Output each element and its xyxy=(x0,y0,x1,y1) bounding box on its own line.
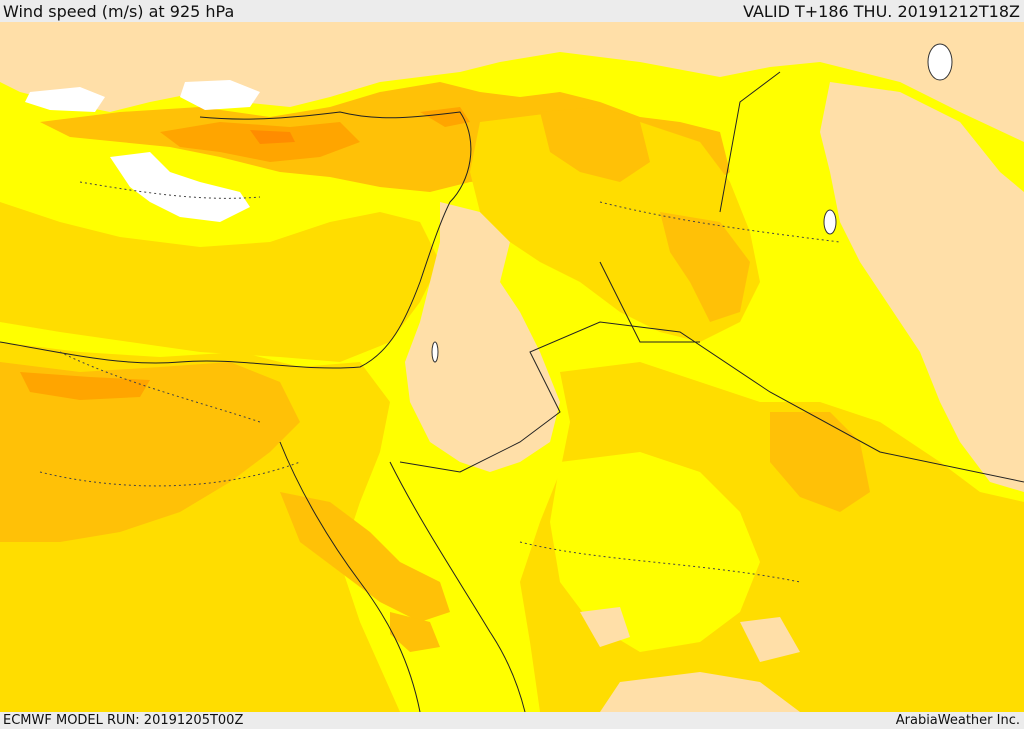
calm-land-patch xyxy=(580,607,630,647)
map-header: Wind speed (m/s) at 925 hPa VALID T+186 … xyxy=(0,0,1024,22)
international-border-2 xyxy=(599,261,700,343)
levant-calm-land xyxy=(405,202,560,472)
province-borders xyxy=(39,181,841,583)
credit: ArabiaWeather Inc. xyxy=(895,713,1020,728)
calm-land-patch-2 xyxy=(740,617,800,662)
arabia-fresh-wind xyxy=(770,412,870,512)
calm-area-aegean xyxy=(180,80,260,110)
international-border-3 xyxy=(719,71,781,213)
dead-sea xyxy=(431,341,439,363)
syria-fresh-wind xyxy=(540,107,650,182)
map-footer: ECMWF MODEL RUN: 20191205T00Z ArabiaWeat… xyxy=(0,712,1024,729)
calm-area-west xyxy=(25,87,105,112)
map-canvas xyxy=(0,22,1024,712)
red-sea-east-coast xyxy=(389,461,526,712)
red-sea-fresh-patch xyxy=(390,612,440,652)
eastern-land-calm xyxy=(820,82,1024,492)
mediterranean-coastline xyxy=(0,111,472,369)
egypt-fresh-wind xyxy=(0,362,300,542)
mediterranean-moderate-wind xyxy=(0,202,440,362)
red-sea-west-coast xyxy=(279,441,421,712)
calm-area-anatolia xyxy=(110,152,250,222)
gulf-waterbody xyxy=(823,209,837,235)
international-border xyxy=(399,321,1024,483)
red-sea-fresh-wind xyxy=(280,492,450,622)
syria-moderate-wind xyxy=(470,112,760,342)
iraq-fresh-wind xyxy=(660,212,750,322)
southern-calm-land xyxy=(600,672,800,712)
turkey-gale-core xyxy=(250,130,295,144)
arabia-low-wind xyxy=(550,452,760,652)
lake-urmia xyxy=(927,43,953,81)
egypt-strong-wind xyxy=(20,372,150,400)
northern-land-calm xyxy=(0,22,1024,142)
model-run: ECMWF MODEL RUN: 20191205T00Z xyxy=(3,713,244,728)
map-title: Wind speed (m/s) at 925 hPa xyxy=(3,2,235,21)
valid-time: VALID T+186 THU. 20191212T18Z xyxy=(743,2,1020,21)
wind-speed-map xyxy=(0,22,1024,712)
